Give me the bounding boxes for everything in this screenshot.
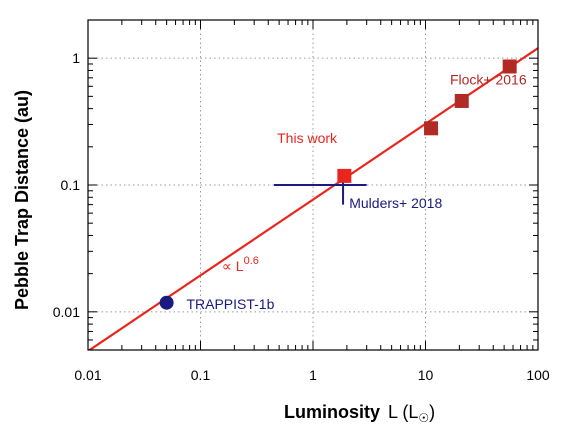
fit-annotation: ∝ L0.6	[222, 255, 259, 274]
x-tick-label: 0.01	[74, 367, 101, 383]
x-axis-title: Luminosity	[284, 402, 380, 422]
data-point-square	[454, 93, 469, 108]
y-tick-label: 0.1	[61, 177, 81, 193]
series-annotation: Flock+ 2016	[450, 72, 527, 88]
x-axis-title-close: )	[429, 402, 435, 422]
annotations: Flock+ 2016 This work Mulders+ 2018 TRAPPIS…	[186, 72, 526, 313]
y-tick-label: 1	[72, 50, 80, 66]
x-tick-label: 100	[526, 367, 550, 383]
x-axis-title-main: Luminosity	[284, 402, 380, 422]
data-point-square	[337, 168, 352, 183]
series-annotation: This work	[277, 130, 338, 146]
x-tick-label: 10	[418, 367, 434, 383]
data-point-circle	[159, 295, 174, 310]
x-axis-title-variable: L (L☉)	[388, 402, 435, 425]
x-axis-title-var: L (L	[388, 402, 418, 422]
series-annotation: Mulders+ 2018	[349, 195, 442, 211]
y-tick-label: 0.01	[53, 304, 80, 320]
x-tick-label: 0.1	[191, 367, 211, 383]
axis-ticks: 0.01 0.1 1 10 100 0.01 0.1 1	[53, 19, 550, 383]
data-point-square	[502, 59, 517, 74]
data-markers	[159, 59, 517, 310]
fit-annotation-exponent: 0.6	[244, 255, 259, 267]
x-tick-label: 1	[309, 367, 317, 383]
series-annotation: TRAPPIST-1b	[186, 296, 274, 312]
y-axis-title: Pebble Trap Distance (au)	[12, 90, 32, 310]
fit-annotation-base: ∝ L	[222, 258, 244, 274]
sun-symbol-subscript: ☉	[418, 411, 429, 425]
data-point-square	[424, 121, 439, 136]
